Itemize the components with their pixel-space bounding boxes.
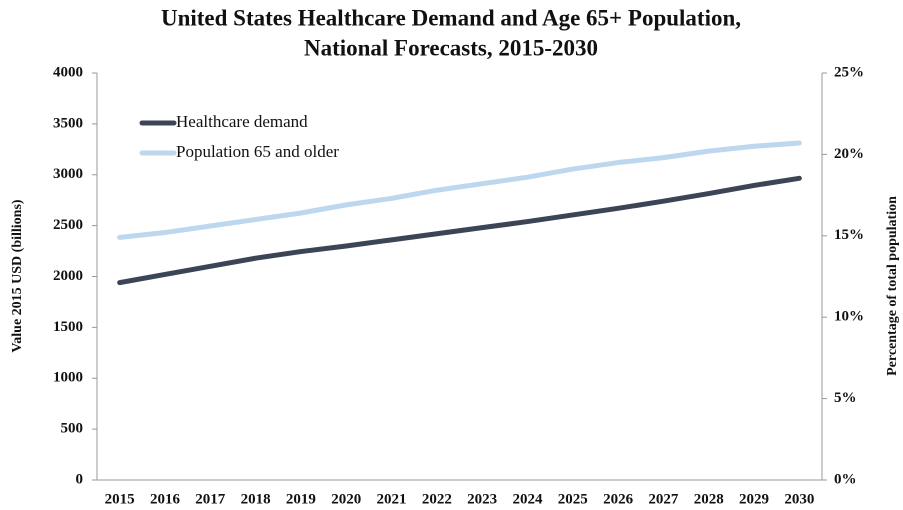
y2-tick-label: 25% xyxy=(834,64,864,80)
x-tick-label: 2030 xyxy=(784,491,814,507)
y-tick-label: 1500 xyxy=(53,319,83,335)
x-tick-label: 2021 xyxy=(377,491,407,507)
y-tick-label: 4000 xyxy=(53,64,83,80)
y-tick-label: 500 xyxy=(61,421,84,437)
x-tick-label: 2026 xyxy=(603,491,634,507)
y-tick-label: 1000 xyxy=(53,370,83,386)
y2-tick-label: 10% xyxy=(834,309,864,325)
x-tick-label: 2019 xyxy=(286,491,316,507)
x-tick-label: 2025 xyxy=(558,491,588,507)
x-tick-label: 2029 xyxy=(739,491,769,507)
legend-label: Healthcare demand xyxy=(176,112,308,131)
y2-tick-label: 5% xyxy=(834,390,857,406)
x-tick-label: 2015 xyxy=(105,491,135,507)
y-tick-label: 2500 xyxy=(53,217,83,233)
series-line xyxy=(117,140,802,240)
legend-label: Population 65 and older xyxy=(176,142,339,161)
series-line xyxy=(117,175,802,286)
y2-tick-label: 0% xyxy=(834,471,857,487)
y-tick-label: 2000 xyxy=(53,268,83,284)
x-tick-label: 2023 xyxy=(467,491,497,507)
y2-tick-label: 15% xyxy=(834,227,864,243)
y-tick-label: 3000 xyxy=(53,166,83,182)
x-tick-label: 2022 xyxy=(422,491,452,507)
x-tick-label: 2028 xyxy=(694,491,724,507)
y-tick-label: 3500 xyxy=(53,115,83,131)
x-tick-label: 2020 xyxy=(331,491,361,507)
x-tick-label: 2027 xyxy=(648,491,679,507)
chart-title: National Forecasts, 2015-2030 xyxy=(304,35,598,60)
x-tick-label: 2018 xyxy=(241,491,271,507)
y-axis-label: Value 2015 USD (billions) xyxy=(10,199,25,352)
x-tick-label: 2024 xyxy=(512,491,543,507)
x-tick-label: 2016 xyxy=(150,491,181,507)
x-tick-label: 2017 xyxy=(195,491,226,507)
y-tick-label: 0 xyxy=(76,471,84,487)
y2-tick-label: 20% xyxy=(834,146,864,162)
y2-axis-label: Percentage of total population xyxy=(885,196,900,376)
chart-title: United States Healthcare Demand and Age … xyxy=(161,5,741,30)
